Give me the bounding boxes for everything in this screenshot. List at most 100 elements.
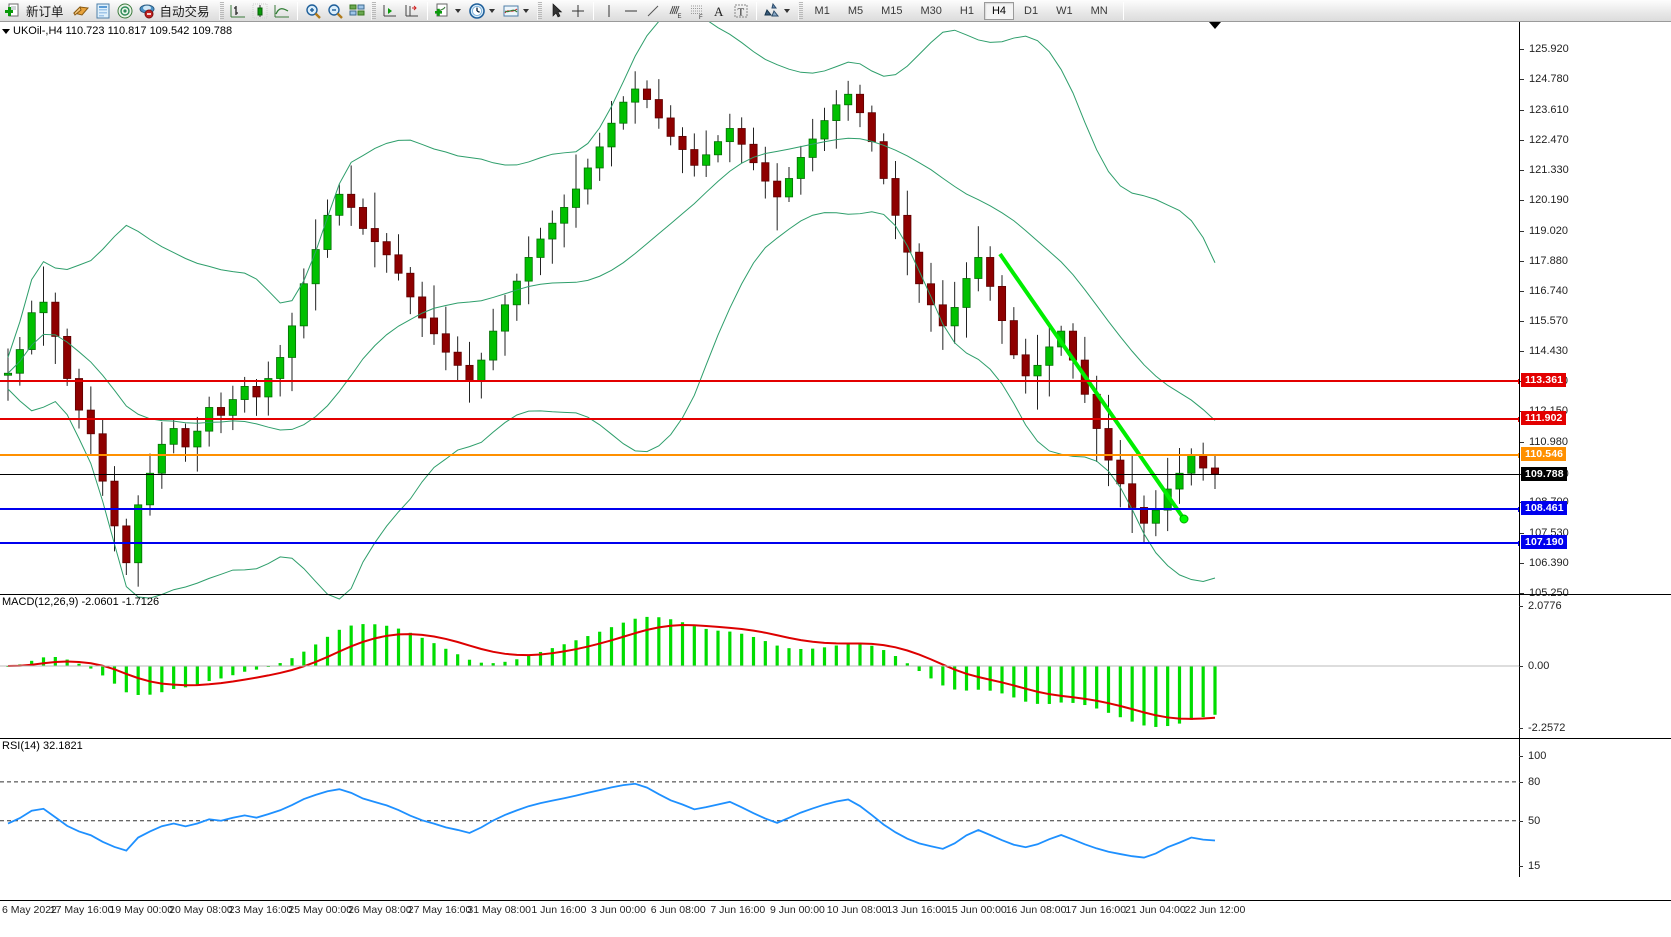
candlestick-chart-button[interactable] [249, 1, 271, 21]
symbol-info-text: UKOil-,H4 110.723 110.817 109.542 109.78… [13, 25, 233, 37]
templates-chevron-down-icon[interactable] [522, 8, 529, 13]
vertical-line-button[interactable] [598, 1, 620, 21]
text-label-button[interactable]: T [730, 1, 752, 21]
bar-chart-button[interactable] [227, 1, 249, 21]
time-tick: 25 May 00:00 [288, 904, 353, 916]
svg-text:A: A [714, 4, 724, 19]
symbol-info-bar[interactable]: UKOil-,H4 110.723 110.817 109.542 109.78… [2, 25, 232, 37]
crosshair-icon [569, 2, 587, 20]
elliott-wave-icon: E [666, 2, 684, 20]
timeframe-button-m5[interactable]: M5 [847, 4, 864, 17]
time-tick: 19 May 00:00 [109, 904, 174, 916]
macd-scale-tick: -2.2572 [1519, 722, 1565, 734]
price-label-current-price[interactable]: 109.788 [1521, 466, 1567, 481]
zoom-out-icon [326, 2, 344, 20]
expert-advisor-button[interactable]: 自动交易 [136, 1, 216, 21]
toolbar-grip-3[interactable] [536, 1, 542, 20]
fibonacci-button[interactable]: F [686, 1, 708, 21]
price-tick: 116.740 [1520, 285, 1568, 297]
price-line-resistance-2[interactable] [0, 416, 1523, 422]
timeframe-button-h1[interactable]: H1 [959, 4, 974, 17]
price-line-current-price[interactable] [0, 473, 1519, 475]
periods-icon [468, 2, 486, 20]
candlestick-chart-icon [251, 2, 269, 20]
price-tick: 124.780 [1520, 73, 1569, 85]
timeframe-button-d1[interactable]: D1 [1024, 4, 1039, 17]
new-order-icon [4, 2, 22, 20]
chart-menu-chevron-down-icon[interactable] [2, 28, 10, 34]
shapes-icon [763, 2, 781, 20]
time-tick: 1 Jun 16:00 [531, 904, 587, 916]
price-label-support-2[interactable]: 107.190 [1521, 534, 1567, 549]
timeframe-button-mn[interactable]: MN [1090, 4, 1108, 17]
objects-grid-button[interactable] [346, 1, 368, 21]
zoom-out-button[interactable] [324, 1, 346, 21]
auto-scroll-icon [381, 2, 399, 20]
rsi-pane-divider [0, 738, 1671, 739]
chart-shift-icon [403, 2, 421, 20]
toolbar-grip-1[interactable] [218, 1, 224, 20]
periods-button[interactable] [466, 1, 500, 21]
indicators-icon [434, 2, 452, 20]
auto-scroll-button[interactable] [379, 1, 401, 21]
chart-container[interactable]: UKOil-,H4 110.723 110.817 109.542 109.78… [0, 8, 1671, 937]
timeframe-button-h4[interactable]: H4 [983, 1, 1015, 20]
zoom-in-icon [304, 2, 322, 20]
new-order-button[interactable]: 新订单 [2, 1, 70, 21]
rsi-label: RSI(14) 32.1821 [2, 740, 83, 752]
price-axis[interactable]: 125.920 124.780 123.610 122.470 121.330 120.1… [1519, 22, 1671, 877]
price-tick: 122.470 [1520, 134, 1569, 146]
price-label-resistance-1[interactable]: 113.361 [1521, 372, 1567, 387]
timeframe-button-w1[interactable]: W1 [1056, 4, 1073, 17]
rsi-pane[interactable] [0, 740, 1519, 876]
price-line-pivot[interactable] [0, 452, 1523, 458]
data-window-button[interactable] [92, 1, 114, 21]
shapes-chevron-down-icon[interactable] [783, 8, 790, 13]
time-tick: 17 Jun 16:00 [1065, 904, 1127, 916]
shapes-button[interactable] [761, 1, 795, 21]
bar-position-marker-icon [1209, 22, 1221, 29]
price-tick: 105.250 [1520, 587, 1569, 599]
toolbar-grip-4[interactable] [797, 1, 803, 20]
timeframe-button-m15[interactable]: M15 [881, 4, 903, 17]
timeframe-button-m1[interactable]: M1 [814, 4, 830, 17]
price-label-pivot[interactable]: 110.546 [1521, 446, 1567, 461]
line-chart-button[interactable] [271, 1, 293, 21]
zoom-in-button[interactable] [302, 1, 324, 21]
cursor-button[interactable] [545, 1, 567, 21]
macd-pane[interactable] [0, 596, 1519, 736]
timeframe-button-m30[interactable]: M30 [920, 4, 942, 17]
horizontal-line-button[interactable] [620, 1, 642, 21]
fibonacci-icon: F [688, 2, 706, 21]
profile-button[interactable] [70, 1, 92, 21]
macd-scale-tick: 2.0776 [1519, 600, 1562, 612]
price-line-resistance-1[interactable] [0, 378, 1523, 384]
market-watch-button[interactable] [114, 1, 136, 21]
price-tick: 110.980 [1520, 436, 1568, 448]
crosshair-button[interactable] [567, 1, 589, 21]
price-label-support-1[interactable]: 108.461 [1521, 501, 1567, 516]
toolbar-separator-3 [592, 1, 594, 20]
elliott-wave-button[interactable]: E [664, 1, 686, 21]
templates-button[interactable] [500, 1, 534, 21]
time-tick: 10 Jun 08:00 [826, 904, 888, 916]
time-tick: 26 May 08:00 [348, 904, 412, 916]
time-tick: 22 Jun 12:00 [1184, 904, 1246, 916]
time-tick: 15 Jun 00:00 [946, 904, 1007, 916]
trendline-button[interactable] [642, 1, 664, 21]
toolbar-grip-2[interactable] [370, 1, 376, 20]
indicators-chevron-down-icon[interactable] [454, 8, 461, 13]
data-window-icon [94, 2, 112, 20]
macd-plot-svg [0, 616, 1519, 727]
price-plot[interactable] [0, 8, 1519, 877]
price-line-support-1[interactable] [0, 507, 1523, 513]
price-label-resistance-2[interactable]: 111.902 [1521, 410, 1566, 425]
chart-shift-button[interactable] [401, 1, 423, 21]
periods-chevron-down-icon[interactable] [488, 8, 495, 13]
text-button[interactable]: A [708, 1, 730, 21]
price-line-support-2[interactable] [0, 540, 1523, 546]
indicators-button[interactable] [432, 1, 466, 21]
rsi-scale-tick: 50 [1519, 815, 1540, 827]
time-axis[interactable]: 6 May 2022 17 May 16:00 19 May 00:00 20 May… [0, 900, 1671, 937]
